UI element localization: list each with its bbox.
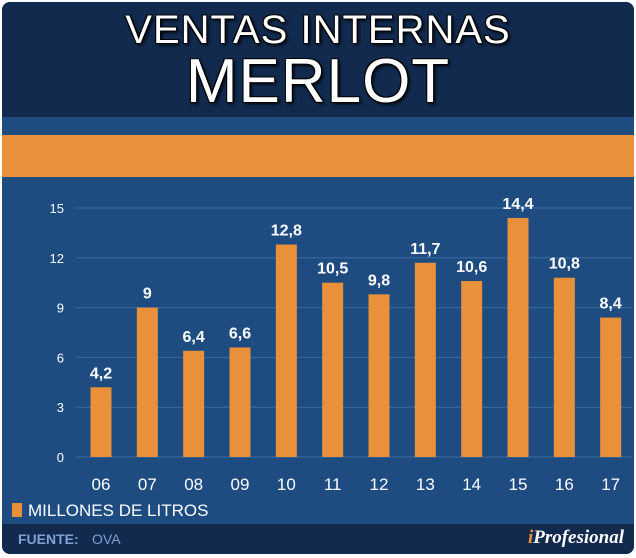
header-divider-band: [2, 117, 634, 135]
data-label: 11,7: [410, 241, 440, 258]
data-label: 10,6: [456, 259, 487, 276]
y-axis-ticks: 0 3 6 9 12 15: [50, 201, 64, 465]
data-label: 4,2: [90, 365, 112, 382]
x-axis-ticks: 06 07 08 09 10 11 12 13 14 15 16 17: [92, 475, 621, 494]
bars: [90, 217, 622, 457]
bar: [275, 244, 297, 457]
data-label: 10,5: [317, 261, 348, 278]
y-tick-label: 6: [57, 350, 64, 365]
y-tick-label: 3: [57, 400, 64, 415]
bar: [507, 217, 529, 457]
y-tick-label: 15: [50, 201, 64, 216]
data-label: 12,8: [271, 223, 302, 240]
x-tick-label: 11: [324, 475, 342, 494]
title-line-2: MERLOT: [185, 47, 451, 116]
brand-logo-name: Profesional: [533, 527, 624, 548]
x-tick-label: 16: [555, 475, 574, 494]
bar: [461, 281, 483, 457]
grid-lines: [76, 207, 632, 458]
x-tick-label: 12: [370, 475, 389, 494]
header-banner: VENTAS INTERNAS MERLOT: [2, 2, 634, 117]
data-label: 9,8: [368, 272, 390, 289]
legend-swatch: [12, 503, 22, 517]
brand-logo-prefix: i: [527, 527, 534, 548]
source-label: FUENTE:: [18, 531, 79, 547]
chart-area: 0 3 6 9 12 15 4,2 9 6,4 6,6 12,8 10,5 9,8 11,7 10,6 14…: [2, 177, 634, 527]
bar: [553, 277, 575, 457]
x-tick-label: 07: [138, 475, 157, 494]
footer: FUENTE: OVA iProfesional: [2, 524, 634, 554]
data-labels: 4,2 9 6,4 6,6 12,8 10,5 9,8 11,7 10,6 14,4 10,8 8,4: [90, 196, 622, 382]
legend-label: MILLONES DE LITROS: [28, 501, 208, 520]
x-tick-label: 17: [601, 475, 620, 494]
bar: [600, 317, 622, 457]
title-line-1: VENTAS INTERNAS: [125, 8, 511, 52]
x-tick-label: 06: [92, 475, 111, 494]
y-tick-label: 12: [50, 251, 64, 266]
data-label: 9: [143, 286, 152, 303]
brand-logo: iProfesional: [528, 527, 624, 549]
x-tick-label: 09: [231, 475, 250, 494]
accent-band: [2, 135, 634, 177]
x-tick-label: 08: [184, 475, 203, 494]
bar: [183, 350, 205, 457]
bar: [90, 387, 112, 457]
x-tick-label: 10: [277, 475, 296, 494]
data-label: 6,6: [229, 325, 251, 342]
bar: [414, 262, 436, 457]
data-label: 6,4: [183, 329, 205, 346]
data-label: 10,8: [549, 256, 580, 273]
source-value: OVA: [92, 531, 121, 547]
bar: [322, 282, 344, 457]
bar-chart: 0 3 6 9 12 15 4,2 9 6,4 6,6 12,8 10,5 9,8 11,7 10,6 14…: [12, 196, 632, 520]
data-label: 8,4: [600, 296, 622, 313]
x-tick-label: 14: [462, 475, 481, 494]
bar: [229, 347, 251, 457]
data-label: 14,4: [502, 196, 533, 213]
x-tick-label: 13: [416, 475, 435, 494]
y-tick-label: 0: [57, 450, 64, 465]
bar: [136, 307, 158, 457]
legend: MILLONES DE LITROS: [12, 501, 208, 520]
x-tick-label: 15: [509, 475, 528, 494]
y-tick-label: 9: [57, 301, 64, 316]
bar: [368, 294, 390, 457]
